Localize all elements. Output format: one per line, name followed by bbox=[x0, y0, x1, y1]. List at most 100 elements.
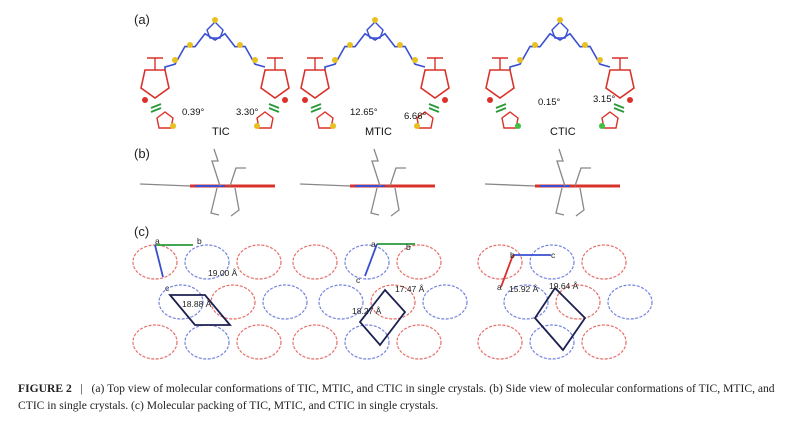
packing-ring-tic bbox=[132, 324, 178, 360]
figure-artwork bbox=[132, 17, 653, 360]
sulfur-atom-mtic bbox=[372, 17, 378, 23]
terminal-ring-mtic bbox=[416, 111, 434, 129]
packing-ring-tic bbox=[236, 324, 282, 360]
plane-marker-tic bbox=[268, 103, 280, 113]
packing-ring-ctic bbox=[555, 284, 601, 320]
alkyl-ctic bbox=[492, 57, 508, 70]
end-group-mtic bbox=[420, 69, 450, 99]
terminal-atom-tic bbox=[170, 123, 176, 129]
sulfur-atom-tic bbox=[172, 57, 178, 63]
packing-ring-tic bbox=[262, 284, 308, 320]
cell-length-tic-1: 19.00 Å bbox=[208, 268, 238, 278]
axis-label-ctic-horizontal: c bbox=[551, 250, 556, 260]
cell-length-mtic-1: 17.47 Å bbox=[395, 284, 425, 294]
packing-ring-mtic bbox=[318, 284, 364, 320]
molecule-name-ctic: CTIC bbox=[550, 126, 576, 138]
axis-vertical-ctic bbox=[500, 254, 514, 288]
plane-marker-tic bbox=[150, 103, 162, 113]
end-group-tic bbox=[260, 69, 290, 99]
terminal-ring-mtic bbox=[316, 111, 334, 129]
terminal-ring-tic bbox=[256, 111, 274, 129]
packing-ring-tic bbox=[184, 324, 230, 360]
sulfur-atom-tic bbox=[237, 42, 243, 48]
sulfur-atom-mtic bbox=[347, 42, 353, 48]
packing-ring-tic bbox=[158, 284, 204, 320]
packing-ring-tic bbox=[132, 244, 178, 280]
alkyl-tic bbox=[267, 57, 283, 70]
plane-marker-ctic bbox=[613, 103, 625, 113]
panel-label-c: (c) bbox=[134, 224, 150, 239]
angle-left-ctic: 0.15° bbox=[538, 97, 561, 108]
packing-ring-ctic bbox=[607, 284, 653, 320]
unit-cell-ctic bbox=[533, 286, 587, 352]
molecule-name-tic: TIC bbox=[212, 126, 230, 138]
angle-right-mtic: 6.66° bbox=[404, 111, 427, 122]
oxygen-atom-ctic bbox=[627, 97, 633, 103]
plane-marker-ctic bbox=[495, 103, 507, 113]
core-mtic bbox=[324, 32, 426, 70]
sulfur-atom-ctic bbox=[532, 42, 538, 48]
caption-separator: | bbox=[80, 382, 83, 395]
oxygen-atom-ctic bbox=[487, 97, 493, 103]
packing-ring-ctic bbox=[503, 284, 549, 320]
oxygen-atom-mtic bbox=[302, 97, 308, 103]
packing-ring-ctic bbox=[529, 244, 575, 280]
sulfur-atom-ctic bbox=[597, 57, 603, 63]
panel-label-b: (b) bbox=[134, 146, 150, 161]
packing-ring-mtic bbox=[292, 324, 338, 360]
packing-ring-ctic bbox=[477, 324, 523, 360]
axis-label-tic-origin: a bbox=[155, 236, 160, 246]
sulfur-atom-mtic bbox=[332, 57, 338, 63]
side-chains-tic bbox=[139, 148, 246, 217]
packing-ring-mtic bbox=[396, 244, 442, 280]
packing-ring-mtic bbox=[370, 284, 416, 320]
terminal-atom-ctic bbox=[599, 123, 605, 129]
terminal-ring-tic bbox=[156, 111, 174, 129]
sulfur-atom-tic bbox=[187, 42, 193, 48]
packing-ring-ctic bbox=[477, 244, 523, 280]
packing-ring-mtic bbox=[396, 324, 442, 360]
caption-label: FIGURE 2 bbox=[18, 382, 72, 395]
thiophene-ring-ctic bbox=[551, 21, 569, 39]
sulfur-atom-mtic bbox=[412, 57, 418, 63]
sulfur-atom-ctic bbox=[582, 42, 588, 48]
packing-ring-ctic bbox=[581, 244, 627, 280]
cell-length-ctic-2: 15.92 Å bbox=[509, 284, 539, 294]
alkyl-ctic bbox=[612, 57, 628, 70]
sulfur-atom-ctic bbox=[557, 17, 563, 23]
angle-left-tic: 0.39° bbox=[182, 107, 205, 118]
axis-label-mtic-vertical: c bbox=[356, 275, 361, 285]
end-group-ctic bbox=[485, 69, 515, 99]
thiophene-ring-mtic bbox=[366, 21, 384, 39]
terminal-atom-mtic bbox=[330, 123, 336, 129]
axis-label-tic-vertical: c bbox=[165, 283, 170, 293]
terminal-ring-ctic bbox=[501, 111, 519, 129]
angle-left-mtic: 12.65° bbox=[350, 107, 378, 118]
plane-marker-mtic bbox=[428, 103, 440, 113]
terminal-atom-ctic bbox=[515, 123, 521, 129]
packing-ring-ctic bbox=[581, 324, 627, 360]
packing-ring-mtic bbox=[422, 284, 468, 320]
angle-right-tic: 3.30° bbox=[236, 107, 259, 118]
panel-label-a: (a) bbox=[134, 12, 150, 27]
packing-ring-tic bbox=[184, 244, 230, 280]
axis-label-ctic-vertical: a bbox=[497, 282, 502, 292]
axis-label-ctic-origin: b bbox=[510, 250, 515, 260]
end-group-mtic bbox=[300, 69, 330, 99]
figure-caption: FIGURE 2 | (a) Top view of molecular con… bbox=[18, 380, 788, 414]
packing-ring-mtic bbox=[344, 324, 390, 360]
oxygen-atom-tic bbox=[142, 97, 148, 103]
molecule-name-mtic: MTIC bbox=[365, 126, 392, 138]
terminal-ring-ctic bbox=[601, 111, 619, 129]
axis-label-mtic-horizontal: b bbox=[406, 242, 411, 252]
sulfur-atom-ctic bbox=[517, 57, 523, 63]
sulfur-atom-tic bbox=[252, 57, 258, 63]
caption-text: (a) Top view of molecular conformations … bbox=[18, 382, 775, 412]
thiophene-ring-tic bbox=[206, 21, 224, 39]
side-chains-mtic bbox=[299, 148, 406, 217]
alkyl-tic bbox=[147, 57, 163, 70]
terminal-atom-mtic bbox=[414, 123, 420, 129]
sulfur-atom-mtic bbox=[397, 42, 403, 48]
axis-vertical-tic bbox=[154, 244, 164, 278]
plane-marker-mtic bbox=[310, 103, 322, 113]
